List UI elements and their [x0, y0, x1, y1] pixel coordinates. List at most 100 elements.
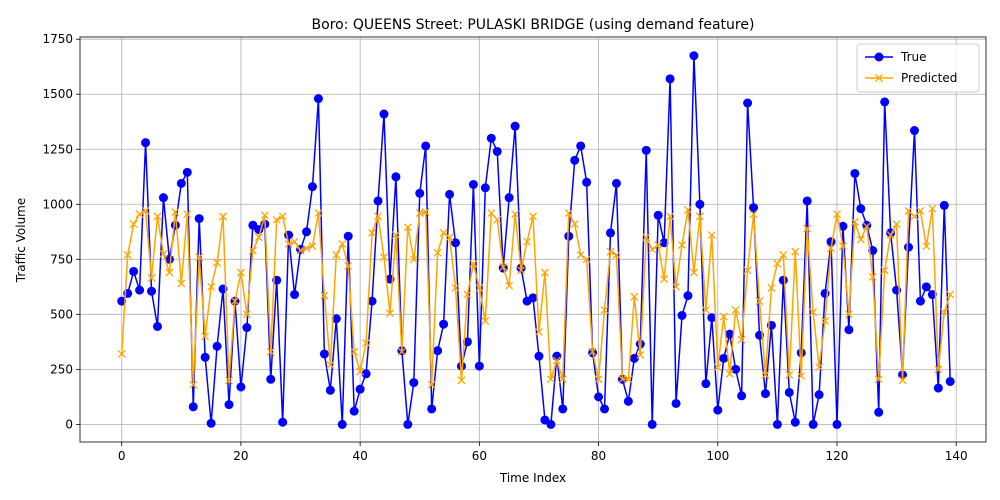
- data-point-predicted: [272, 215, 281, 224]
- data-point-predicted: [689, 268, 698, 277]
- data-point-true: [713, 405, 723, 415]
- data-point-predicted: [755, 297, 764, 306]
- data-point-predicted: [445, 233, 454, 242]
- y-axis-title: Traffic Volume: [14, 198, 28, 284]
- data-point-true: [415, 188, 425, 198]
- data-point-true: [850, 168, 860, 178]
- data-point-true: [379, 109, 389, 119]
- data-point-predicted: [183, 210, 192, 219]
- data-point-predicted: [606, 247, 615, 256]
- data-point-true: [504, 193, 514, 203]
- data-point-true: [749, 203, 759, 213]
- data-point-predicted: [135, 210, 144, 219]
- data-point-predicted: [469, 259, 478, 268]
- y-tick-label: 250: [50, 362, 73, 376]
- data-point-true: [236, 382, 246, 392]
- data-point-predicted: [809, 308, 818, 317]
- x-axis: 0 20 40 60 80 100 120 140: [118, 442, 968, 463]
- data-point-predicted: [338, 239, 347, 248]
- legend-box: [856, 43, 980, 93]
- y-tick-label: 750: [50, 252, 73, 266]
- data-point-true: [933, 383, 943, 393]
- data-point-true: [528, 293, 538, 303]
- data-point-predicted: [600, 305, 609, 314]
- data-point-true: [600, 404, 610, 414]
- data-point-predicted: [558, 375, 567, 384]
- data-point-predicted: [767, 283, 776, 292]
- data-point-predicted: [129, 220, 138, 229]
- data-point-predicted: [254, 233, 263, 242]
- data-point-true: [564, 231, 574, 241]
- data-point-true: [743, 98, 753, 108]
- data-point-predicted: [207, 282, 216, 291]
- y-tick-label: 0: [65, 417, 73, 431]
- data-point-predicted: [201, 332, 210, 341]
- data-point-true: [421, 141, 431, 151]
- data-point-true: [170, 220, 180, 230]
- data-point-true: [194, 214, 204, 224]
- data-point-true: [200, 352, 210, 362]
- data-point-true: [212, 341, 222, 351]
- data-point-true: [719, 353, 729, 363]
- data-point-predicted: [827, 244, 835, 253]
- data-point-true: [117, 296, 127, 306]
- data-point-predicted: [302, 244, 311, 253]
- data-point-true: [731, 364, 741, 374]
- data-point-true: [510, 121, 520, 131]
- data-point-true: [355, 384, 365, 394]
- data-point-predicted: [803, 224, 812, 233]
- data-point-predicted: [636, 351, 645, 360]
- data-point-true: [874, 407, 884, 417]
- data-point-predicted: [344, 261, 353, 270]
- data-point-true: [856, 204, 866, 214]
- data-point-predicted: [535, 327, 543, 336]
- data-point-predicted: [582, 255, 591, 264]
- data-point-predicted: [648, 245, 657, 254]
- series-layer: [117, 51, 955, 429]
- data-point-true: [302, 227, 311, 237]
- data-point-predicted: [356, 367, 365, 376]
- data-point-predicted: [743, 266, 752, 275]
- data-point-true: [188, 402, 198, 412]
- data-point-predicted: [874, 375, 883, 384]
- data-point-true: [909, 126, 919, 136]
- data-point-predicted: [284, 239, 293, 248]
- data-point-predicted: [737, 335, 746, 344]
- data-point-predicted: [523, 237, 531, 246]
- plot-frame: [79, 36, 987, 443]
- data-point-true: [552, 351, 562, 361]
- data-point-true: [677, 310, 687, 320]
- data-point-predicted: [719, 312, 728, 321]
- data-point-true: [701, 379, 711, 389]
- data-point-true: [337, 419, 347, 429]
- data-point-predicted: [630, 292, 639, 301]
- data-point-predicted: [588, 347, 597, 356]
- data-point-true: [361, 369, 371, 379]
- data-point-predicted: [773, 259, 782, 268]
- data-point-predicted: [278, 212, 287, 221]
- data-point-predicted: [326, 361, 335, 369]
- data-point-predicted: [165, 268, 174, 277]
- data-point-predicted: [791, 247, 800, 256]
- x-tick-label: 40: [353, 449, 368, 463]
- data-point-true: [439, 319, 449, 329]
- data-point-true: [880, 97, 890, 107]
- data-point-predicted: [213, 258, 222, 267]
- data-point-predicted: [481, 316, 490, 325]
- data-point-predicted: [397, 347, 406, 356]
- data-point-predicted: [427, 380, 436, 389]
- data-point-true: [224, 400, 234, 410]
- data-point-predicted: [368, 228, 377, 237]
- data-point-predicted: [594, 375, 603, 384]
- data-point-predicted: [862, 222, 871, 231]
- data-point-true: [546, 419, 556, 429]
- data-point-predicted: [749, 210, 758, 219]
- data-point-predicted: [231, 297, 239, 306]
- x-tick-label: 60: [472, 449, 487, 463]
- data-point-predicted: [517, 266, 526, 275]
- data-point-predicted: [922, 242, 931, 251]
- data-point-predicted: [570, 220, 579, 229]
- data-point-predicted: [666, 212, 675, 221]
- data-point-predicted: [350, 347, 359, 356]
- data-point-predicted: [564, 209, 573, 218]
